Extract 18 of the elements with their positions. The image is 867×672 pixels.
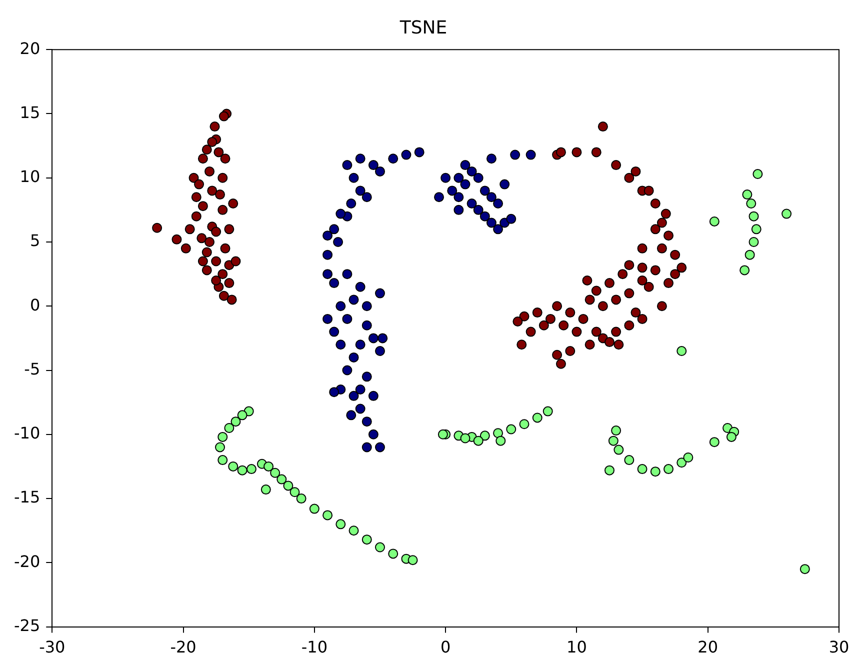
x-tick-label: 0	[440, 638, 451, 657]
y-tick-label: 20	[20, 38, 40, 58]
chart-title: TSNE	[398, 17, 448, 38]
y-tick-label: 15	[20, 102, 40, 122]
x-tick-label: 30	[828, 638, 850, 657]
y-tick-label: -25	[14, 616, 40, 635]
x-tick-label: 20	[698, 638, 718, 657]
x-tick-label: -20	[170, 638, 196, 657]
y-tick-label: -15	[14, 488, 40, 507]
y-tick-label: 0	[30, 295, 40, 314]
y-tick-label: 5	[30, 231, 40, 250]
y-tick-label: -10	[14, 424, 40, 443]
x-tick-label: 10	[566, 638, 587, 657]
x-tick-label: -10	[301, 638, 328, 657]
y-tick-label: -5	[24, 359, 40, 378]
x-tick-label: -30	[39, 638, 66, 657]
y-tick-label: 10	[20, 167, 40, 186]
y-tick-label: -20	[14, 552, 40, 571]
